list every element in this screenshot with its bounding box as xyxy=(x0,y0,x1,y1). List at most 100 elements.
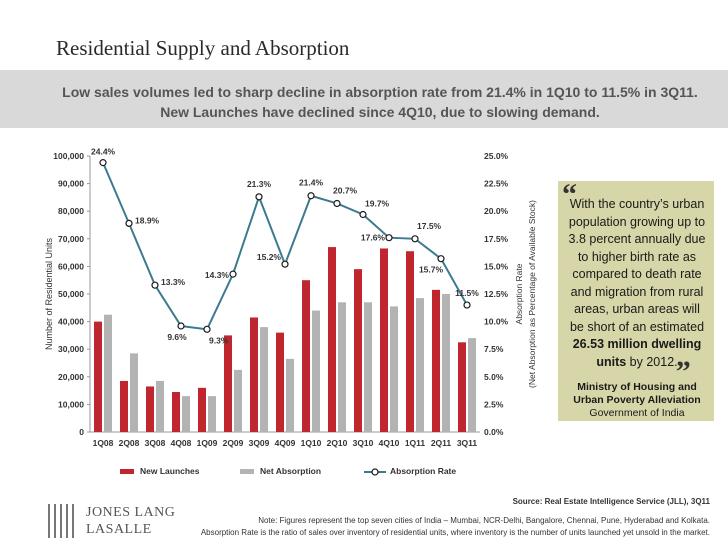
x-tick-label: 4Q08 xyxy=(171,438,192,448)
company-name-line2: LASALLE xyxy=(86,522,152,537)
bar-new-launches xyxy=(198,387,206,432)
quote-body: With the country’s urban population grow… xyxy=(568,197,706,334)
x-tick-label: 1Q10 xyxy=(301,438,322,448)
y2-axis-title-text: Absorption Rate xyxy=(514,263,524,324)
bar-new-launches xyxy=(354,269,362,432)
bar-net-absorption xyxy=(338,302,346,432)
legend-new-launches: New Launches xyxy=(120,466,200,476)
y-tick-label: 30,000 xyxy=(58,344,84,354)
y2-tick-label: 0.0% xyxy=(484,427,504,437)
absorption-rate-label: 9.3% xyxy=(209,335,229,345)
bar-new-launches xyxy=(146,386,154,432)
close-quote-mark: „ xyxy=(676,340,691,373)
y2-tick-label: 20.0% xyxy=(484,206,509,216)
bar-new-launches xyxy=(276,332,284,432)
x-tick-label: 3Q10 xyxy=(353,438,374,448)
y2-tick-label: 12.5% xyxy=(484,289,509,299)
absorption-rate-label: 11.5% xyxy=(455,288,479,298)
bar-new-launches xyxy=(172,391,180,432)
y-tick-label: 60,000 xyxy=(58,261,84,271)
absorption-rate-point xyxy=(307,192,315,200)
y-axis-title-text: Number of Residential Units xyxy=(44,237,54,350)
quote-text: With the country’s urban population grow… xyxy=(566,196,708,371)
absorption-rate-point xyxy=(385,234,393,242)
y-tick-label: 10,000 xyxy=(58,399,84,409)
summary-text: Low sales volumes led to sharp decline i… xyxy=(62,84,698,120)
y-tick-label: 0 xyxy=(79,427,84,437)
legend-label: Net Absorption xyxy=(260,466,322,476)
bar-net-absorption xyxy=(260,327,268,432)
x-tick-label: 1Q09 xyxy=(197,438,218,448)
bars xyxy=(94,247,476,432)
y2-axis-title: Absorption Rate (Net Absorption as Percen… xyxy=(514,200,537,388)
absorption-rate-label: 15.2% xyxy=(257,252,282,262)
absorption-rate-label: 13.3% xyxy=(161,277,186,287)
absorption-rate-point xyxy=(333,199,341,208)
absorption-rate-label: 17.6% xyxy=(361,233,386,243)
y2-tick-label: 5.0% xyxy=(484,372,504,382)
quote-end: by 2012. xyxy=(626,354,678,369)
absorption-rate-label: 14.3% xyxy=(205,270,230,280)
y2-tick-label: 15.0% xyxy=(484,261,509,271)
x-tick-label: 2Q08 xyxy=(119,438,140,448)
y-axis-title: Number of Residential Units xyxy=(44,237,54,350)
bar-new-launches xyxy=(120,380,128,432)
absorption-rate-point xyxy=(203,325,211,333)
bar-new-launches xyxy=(432,289,440,432)
bar-net-absorption xyxy=(442,294,450,432)
bar-net-absorption xyxy=(182,396,190,432)
data-labels: 24.4% 18.9% 13.3% 9.6% 9.3% 14.3% 21.3% 15.2% 21… xyxy=(91,147,479,346)
source-text: Source: Real Estate Intelligence Service… xyxy=(512,497,710,506)
legend-absorption-rate: Absorption Rate xyxy=(364,466,456,476)
summary-banner xyxy=(0,70,728,128)
y-tick-label: 20,000 xyxy=(58,372,84,382)
bar-new-launches xyxy=(250,317,258,432)
bar-new-launches xyxy=(380,248,388,432)
legend-swatch-new-launches xyxy=(120,469,134,475)
y-tick-label: 80,000 xyxy=(58,206,84,216)
bar-net-absorption xyxy=(234,369,242,432)
x-tick-label: 2Q09 xyxy=(223,438,244,448)
bar-new-launches xyxy=(458,342,466,432)
absorption-rate-point xyxy=(463,301,471,309)
absorption-rate-label: 19.7% xyxy=(365,199,390,209)
bar-net-absorption xyxy=(312,310,320,432)
y-tick-label: 70,000 xyxy=(58,234,84,244)
absorption-rate-label: 18.9% xyxy=(135,215,160,225)
bar-net-absorption xyxy=(156,380,164,432)
absorption-rate-point xyxy=(177,322,185,330)
absorption-rate-point xyxy=(281,260,289,268)
absorption-rate-label: 24.4% xyxy=(91,147,116,157)
bar-new-launches xyxy=(224,335,232,432)
company-name-line1: JONES LANG xyxy=(86,505,176,520)
absorption-rate-point xyxy=(255,193,263,201)
y-tick-label: 100,000 xyxy=(53,151,84,161)
quote-highlight: 26.53 million dwelling units xyxy=(572,337,702,369)
y2-tick-label: 10.0% xyxy=(484,317,509,327)
legend-net-absorption: Net Absorption xyxy=(240,466,321,476)
x-tick-label: 3Q09 xyxy=(249,438,270,448)
bar-net-absorption xyxy=(468,338,476,432)
bar-net-absorption xyxy=(130,353,138,432)
bar-net-absorption xyxy=(104,314,112,432)
attribution-org: Ministry of Housing and Urban Poverty Al… xyxy=(573,381,701,406)
y-tick-label: 50,000 xyxy=(58,289,84,299)
bar-net-absorption xyxy=(208,396,216,432)
absorption-line xyxy=(99,159,471,333)
x-tick-label: 1Q11 xyxy=(405,438,426,448)
absorption-rate-point xyxy=(437,255,445,263)
page-title: Residential Supply and Absorption xyxy=(56,36,350,60)
bar-net-absorption xyxy=(286,358,294,432)
footnote-line: Absorption Rate is the ratio of sales ov… xyxy=(200,528,710,537)
y2-tick-label: 2.5% xyxy=(484,399,504,409)
y2-tick-label: 17.5% xyxy=(484,234,509,244)
absorption-rate-label: 20.7% xyxy=(333,185,358,195)
absorption-rate-point xyxy=(229,270,237,278)
company-name: JONES LANG LASALLE xyxy=(86,504,175,538)
x-tick-label: 1Q08 xyxy=(93,438,114,448)
jll-logo-icon xyxy=(42,502,78,540)
y2-tick-label: 25.0% xyxy=(484,151,509,161)
absorption-rate-point xyxy=(359,210,367,219)
legend-label: New Launches xyxy=(140,466,200,476)
open-quote-mark: “ xyxy=(562,178,577,211)
